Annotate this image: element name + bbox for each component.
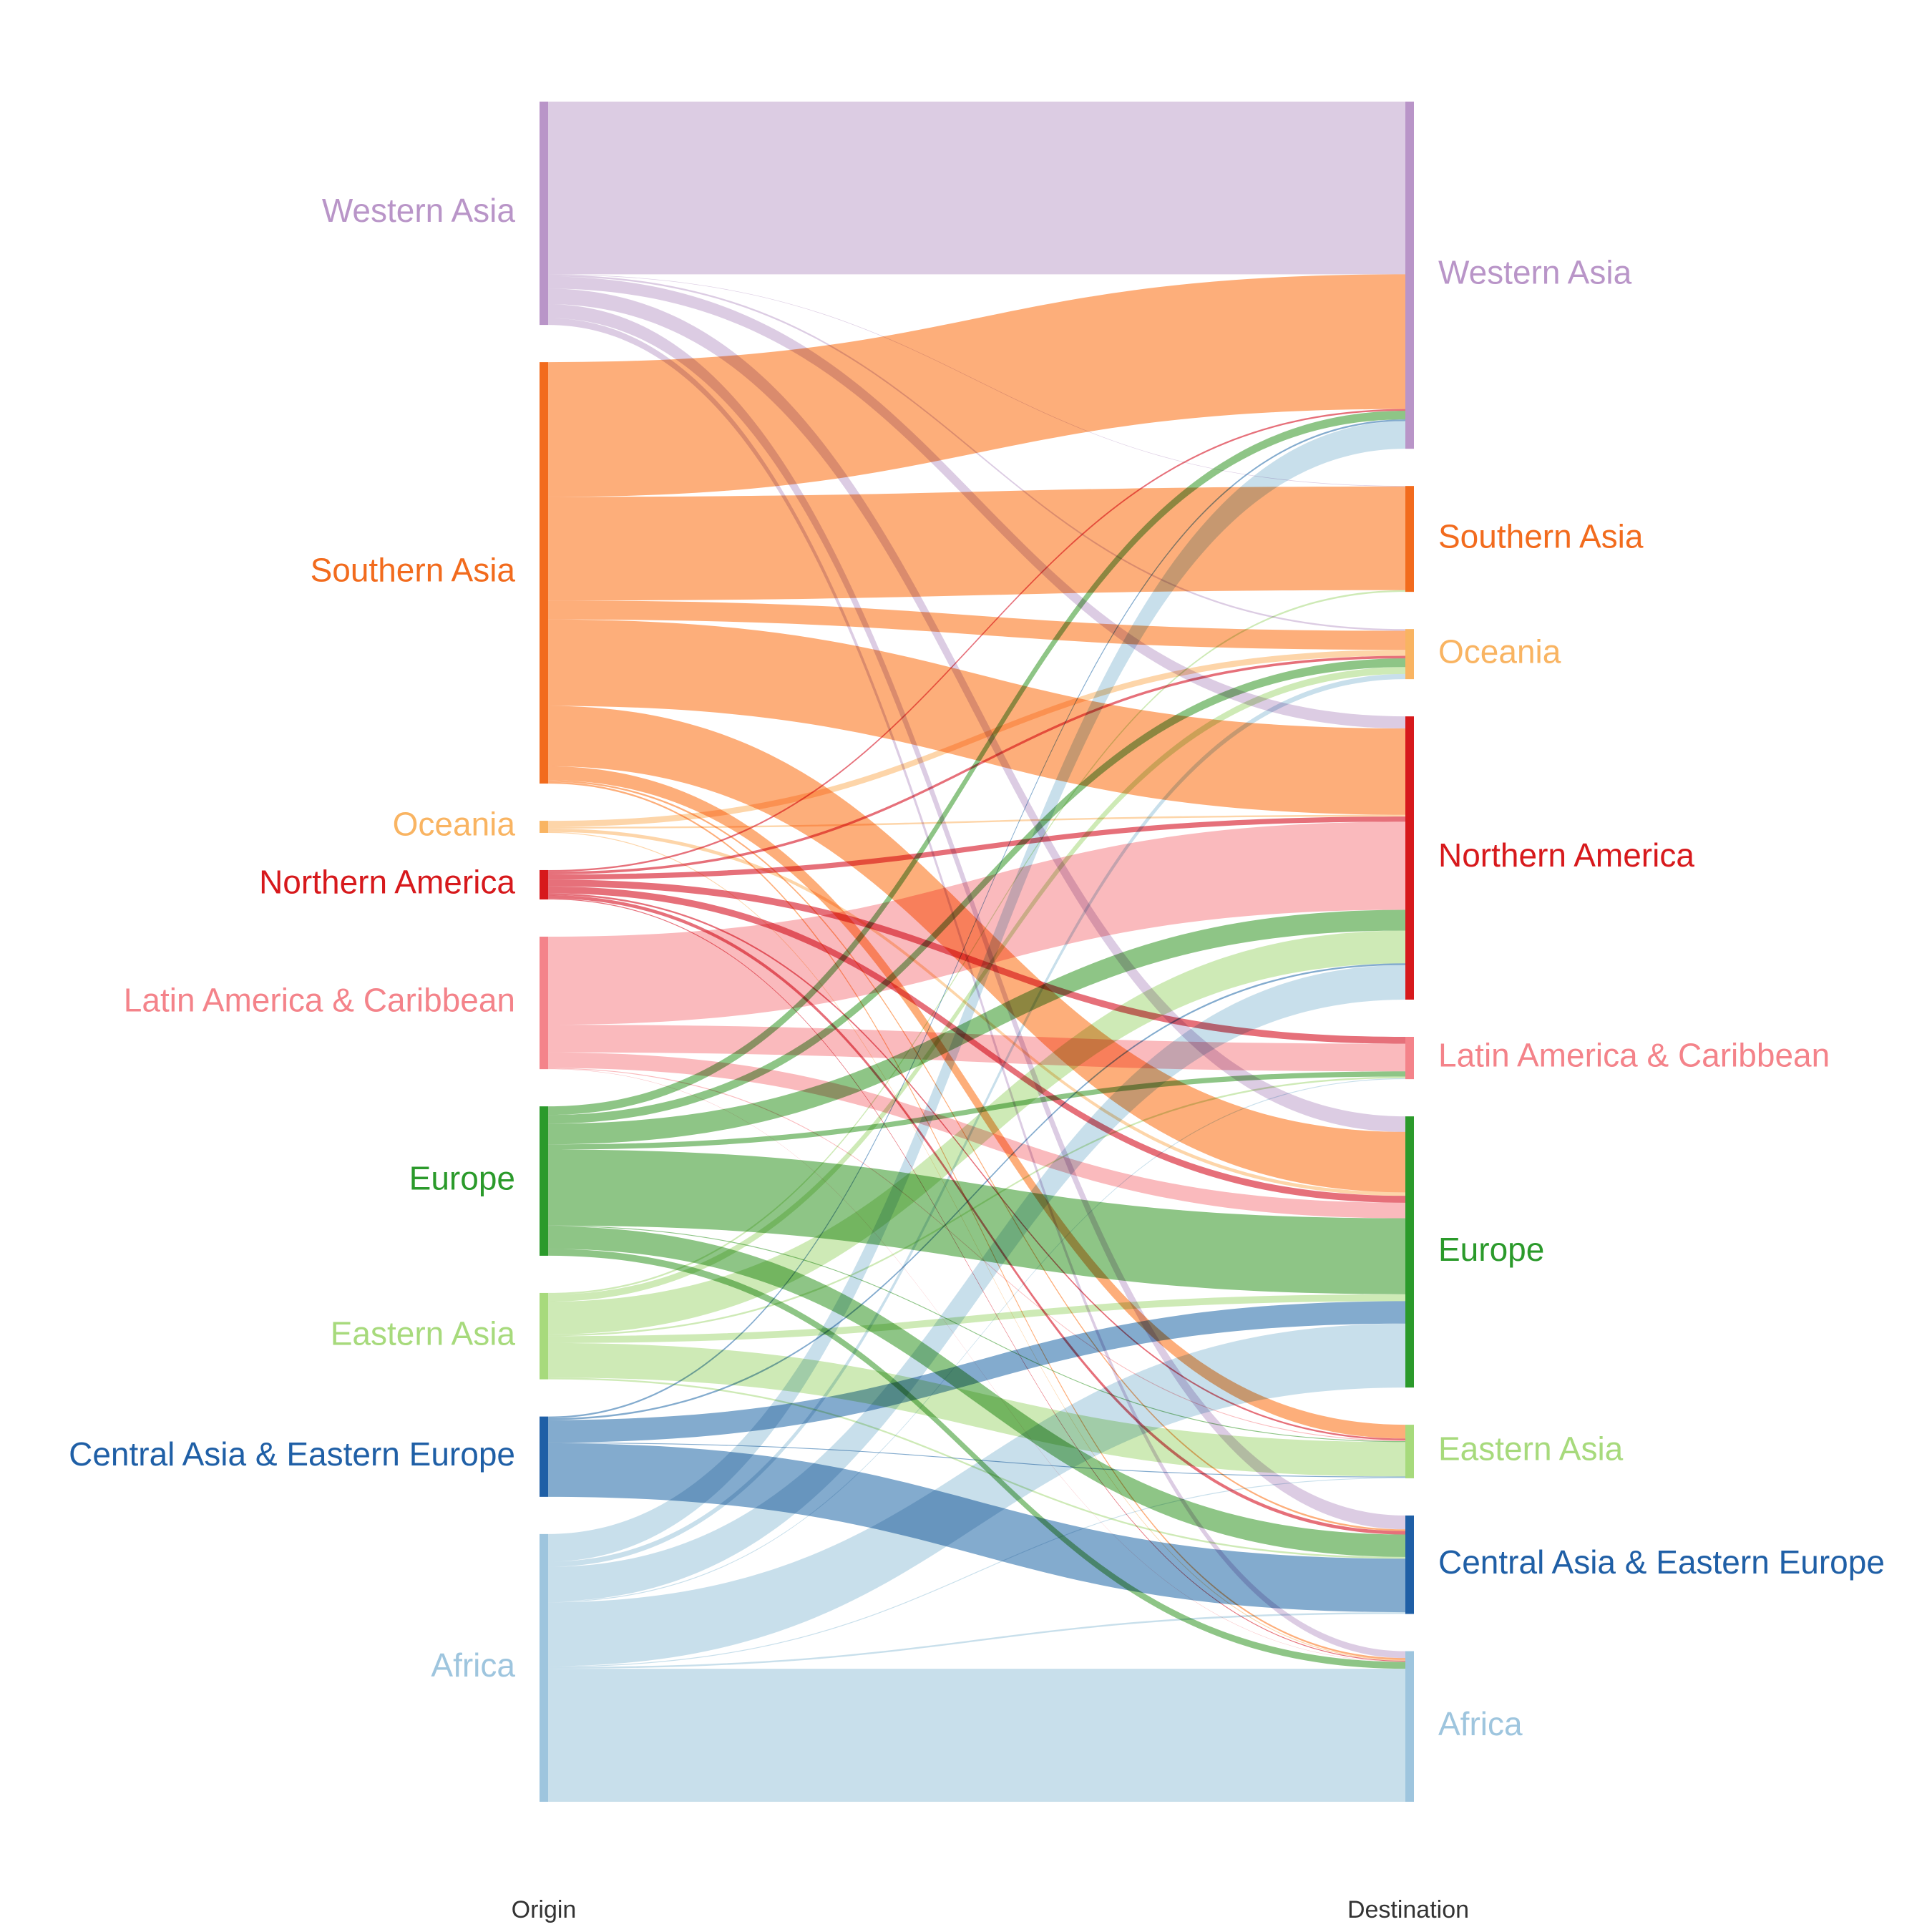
origin-label-europe: Europe (409, 1160, 515, 1197)
origin-label-southern_asia: Southern Asia (311, 552, 516, 589)
flow-southern_asia-to-southern_asia (548, 486, 1405, 601)
flow-northern_america-to-eastern_asia (548, 893, 1405, 1440)
origin-node-central_asia (540, 1416, 548, 1497)
origin-label-latin_america: Latin America & Caribbean (124, 982, 515, 1019)
flow-central_asia-to-eastern_asia (548, 1442, 1405, 1478)
flow-western_asia-to-africa (548, 318, 1405, 1659)
flow-southern_asia-to-europe (548, 706, 1405, 1193)
flow-europe-to-latin_america (548, 1071, 1405, 1150)
flow-central_asia-to-europe (548, 1301, 1405, 1443)
flow-central_asia-to-western_asia (548, 419, 1405, 1419)
flow-europe-to-africa (548, 1249, 1405, 1669)
destination-label-northern_america: Northern America (1438, 836, 1694, 874)
flow-oceania-to-africa (548, 831, 1405, 1661)
flow-western_asia-to-central_asia (548, 304, 1405, 1530)
flow-europe-to-oceania (548, 658, 1405, 1124)
destination-label-africa: Africa (1438, 1705, 1523, 1742)
flow-africa-to-oceania (548, 673, 1405, 1567)
flow-northern_america-to-central_asia (548, 894, 1405, 1535)
origin-node-latin_america (540, 937, 548, 1070)
origin-label-oceania: Oceania (393, 806, 516, 843)
flow-northern_america-to-africa (548, 898, 1405, 1662)
flow-oceania-to-northern_america (548, 814, 1405, 829)
destination-node-southern_asia (1405, 486, 1414, 592)
flow-western_asia-to-oceania (548, 275, 1405, 631)
origin-node-southern_asia (540, 362, 548, 784)
origin-node-western_asia (540, 102, 548, 326)
origin-node-europe (540, 1106, 548, 1256)
destination-label-oceania: Oceania (1438, 633, 1561, 670)
flow-europe-to-western_asia (548, 411, 1405, 1116)
flow-western_asia-to-northern_america (548, 276, 1405, 729)
destination-label-europe: Europe (1438, 1231, 1544, 1268)
flow-western_asia-to-western_asia (548, 102, 1405, 275)
origin-label-central_asia: Central Asia & Eastern Europe (69, 1435, 515, 1473)
destination-label-southern_asia: Southern Asia (1438, 517, 1644, 555)
flow-europe-to-europe (548, 1149, 1405, 1294)
flow-africa-to-latin_america (548, 1078, 1405, 1603)
destination-node-eastern_asia (1405, 1425, 1414, 1478)
flow-western_asia-to-southern_asia (548, 274, 1405, 487)
flow-europe-to-northern_america (548, 909, 1405, 1145)
destination-node-oceania (1405, 629, 1414, 680)
destination-label-western_asia: Western Asia (1438, 254, 1632, 291)
flow-europe-to-eastern_asia (548, 1225, 1405, 1443)
flow-northern_america-to-latin_america (548, 879, 1405, 1044)
flow-oceania-to-europe (548, 828, 1405, 1196)
origin-node-eastern_asia (540, 1292, 548, 1380)
flows-layer (548, 102, 1405, 1802)
labels-layer: Western Asia Western Asia Southern Asia Sou… (69, 192, 1885, 1742)
flow-southern_asia-to-africa (548, 781, 1405, 1660)
flow-northern_america-to-europe (548, 886, 1405, 1203)
origin-label-africa: Africa (431, 1646, 515, 1684)
origin-node-oceania (540, 821, 548, 833)
destination-node-europe (1405, 1116, 1414, 1388)
flow-europe-to-central_asia (548, 1226, 1405, 1557)
flow-southern_asia-to-oceania (548, 600, 1405, 650)
flow-eastern_asia-to-southern_asia (548, 590, 1405, 1295)
destination-label-central_asia: Central Asia & Eastern Europe (1438, 1543, 1885, 1581)
destination-axis-label: Destination (1347, 1896, 1469, 1923)
flow-northern_america-to-northern_america (548, 816, 1405, 880)
flow-latin_america-to-eastern_asia (548, 1068, 1405, 1442)
destination-node-africa (1405, 1651, 1414, 1802)
origin-node-africa (540, 1533, 548, 1802)
origin-label-northern_america: Northern America (259, 864, 515, 901)
flow-southern_asia-to-central_asia (548, 780, 1405, 1531)
flow-eastern_asia-to-latin_america (548, 1076, 1405, 1337)
nodes-layer (540, 102, 1414, 1802)
destination-node-western_asia (1405, 102, 1414, 449)
flow-africa-to-central_asia (548, 1612, 1405, 1669)
origin-axis-label: Origin (512, 1896, 577, 1923)
destination-node-latin_america (1405, 1037, 1414, 1080)
flow-eastern_asia-to-oceania (548, 667, 1405, 1302)
flow-africa-to-eastern_asia (548, 1477, 1405, 1667)
flow-africa-to-europe (548, 1323, 1405, 1667)
flow-oceania-to-oceania (548, 650, 1405, 827)
flow-central_asia-to-central_asia (548, 1443, 1405, 1613)
flow-latin_america-to-africa (548, 1068, 1405, 1662)
flow-latin_america-to-europe (548, 1052, 1405, 1219)
destination-node-central_asia (1405, 1515, 1414, 1614)
flow-northern_america-to-western_asia (548, 409, 1405, 872)
flow-eastern_asia-to-europe (548, 1294, 1405, 1343)
flow-eastern_asia-to-eastern_asia (548, 1342, 1405, 1477)
destination-label-eastern_asia: Eastern Asia (1438, 1430, 1624, 1468)
origin-label-western_asia: Western Asia (322, 192, 516, 229)
flow-northern_america-to-oceania (548, 655, 1405, 874)
destination-label-latin_america: Latin America & Caribbean (1438, 1037, 1830, 1074)
flow-africa-to-africa (548, 1669, 1405, 1802)
flow-eastern_asia-to-central_asia (548, 1377, 1405, 1559)
destination-node-northern_america (1405, 716, 1414, 1000)
flow-central_asia-to-northern_america (548, 963, 1405, 1420)
flow-western_asia-to-europe (548, 288, 1405, 1132)
origin-node-northern_america (540, 869, 548, 899)
origin-label-eastern_asia: Eastern Asia (331, 1314, 516, 1352)
flow-africa-to-northern_america (548, 965, 1405, 1601)
flow-southern_asia-to-eastern_asia (548, 766, 1405, 1439)
